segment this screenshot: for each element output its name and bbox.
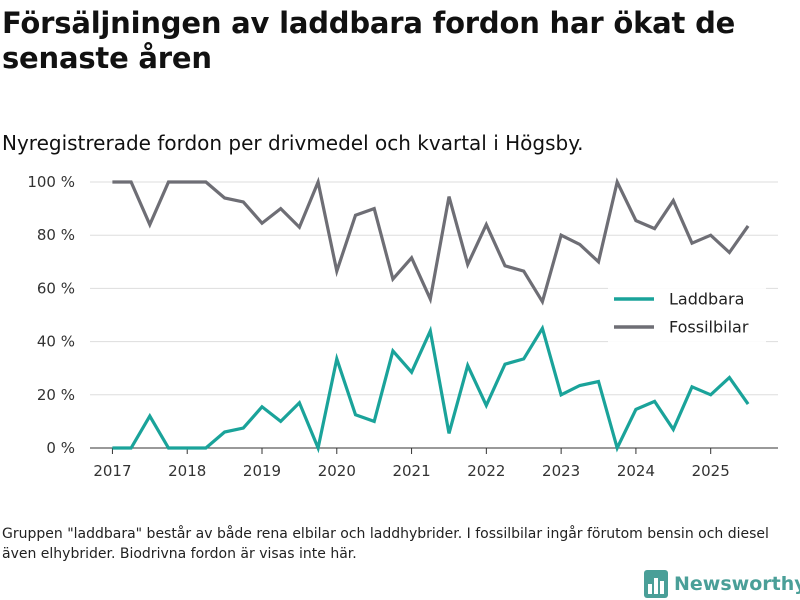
- x-tick-label: 2025: [692, 462, 730, 480]
- x-tick-label: 2023: [542, 462, 580, 480]
- chart-title: Försäljningen av laddbara fordon har öka…: [2, 6, 736, 75]
- x-tick-label: 2022: [467, 462, 505, 480]
- x-tick-label: 2024: [617, 462, 655, 480]
- y-tick-label: 100 %: [27, 173, 75, 191]
- series-lines: [112, 176, 750, 454]
- x-tick-label: 2020: [318, 462, 356, 480]
- newsworthy-logo: Newsworthy: [644, 569, 800, 599]
- x-tick-label: 2021: [392, 462, 430, 480]
- x-tick-label: 2017: [93, 462, 131, 480]
- legend-background: [608, 285, 766, 345]
- y-tick-label: 0 %: [46, 439, 75, 457]
- series-line-fossilbilar: [112, 176, 750, 306]
- y-tick-label: 40 %: [37, 333, 75, 351]
- line-chart: 0 % 20 % 40 % 60 % 80 % 100 % 2017 2018 2019 202…: [27, 173, 778, 480]
- y-tick-label: 60 %: [37, 279, 75, 297]
- y-axis: 0 % 20 % 40 % 60 % 80 % 100 %: [27, 173, 75, 457]
- series-line-laddbara: [112, 324, 750, 454]
- x-axis: 2017 2018 2019 2020 2021 2022 2023 2024 2025: [90, 447, 778, 480]
- logo-text: Newsworthy: [674, 573, 800, 595]
- legend-label-laddbara: Laddbara: [669, 290, 744, 309]
- bar-chart-logo-icon: [644, 570, 668, 598]
- x-tick-label: 2018: [168, 462, 206, 480]
- chart-subtitle: Nyregistrerade fordon per drivmedel och …: [2, 131, 584, 155]
- y-tick-label: 20 %: [37, 386, 75, 404]
- x-tick-label: 2019: [243, 462, 281, 480]
- footnote: Gruppen "laddbara" består av både rena e…: [2, 526, 769, 562]
- legend: Laddbara Fossilbilar: [608, 285, 766, 345]
- y-tick-label: 80 %: [37, 226, 75, 244]
- legend-label-fossilbilar: Fossilbilar: [669, 318, 749, 337]
